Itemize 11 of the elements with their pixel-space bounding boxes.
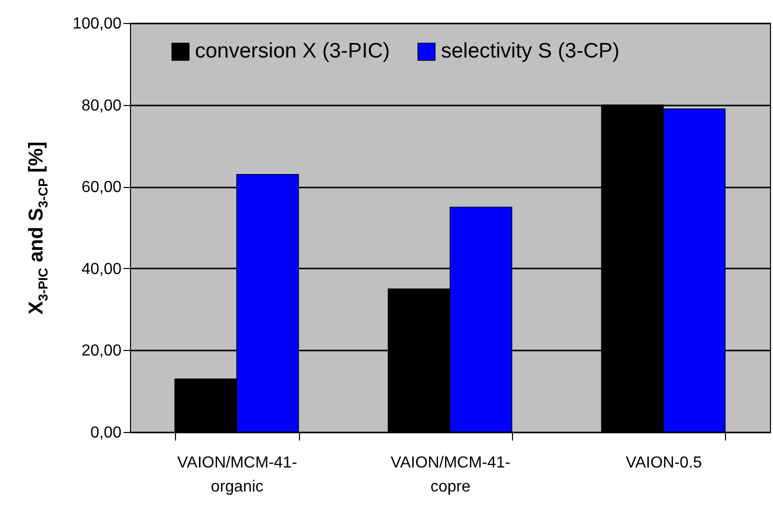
x-tick-label: VAION/MCM-41- copre [390,454,510,496]
legend-label: conversion X (3-PIC) [195,40,390,63]
x-tick-label: VAION-0.5 [626,454,702,472]
y-tick-label: 0,00 [90,424,122,442]
y-tick-label: 80,00 [81,97,122,114]
y-tick-label: 20,00 [81,342,122,360]
y-tick-label: 60,00 [81,179,122,196]
legend-label: selectivity S (3-CP) [441,40,620,63]
x-tick-label: VAION/MCM-41- organic [177,454,298,496]
y-tick-label: 100,00 [72,16,122,32]
y-tick-label: 40,00 [81,260,122,278]
